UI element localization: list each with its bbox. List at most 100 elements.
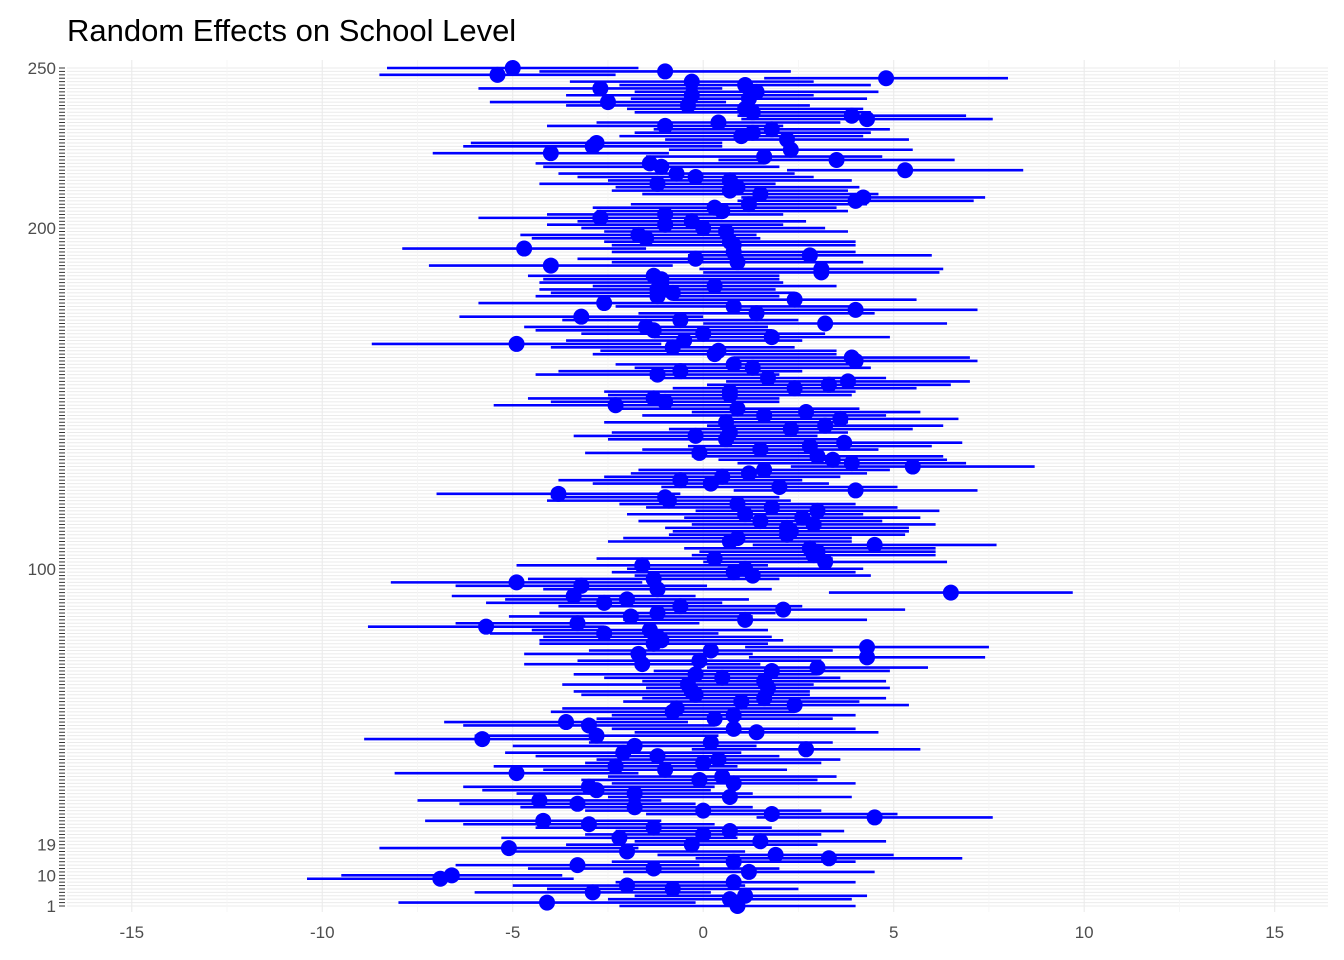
estimate-point bbox=[611, 829, 628, 846]
x-tick-label: -5 bbox=[505, 923, 520, 942]
estimate-point bbox=[619, 843, 636, 860]
estimate-point bbox=[645, 267, 662, 284]
estimate-point bbox=[809, 502, 826, 519]
estimate-point bbox=[695, 826, 712, 843]
estimate-point bbox=[687, 250, 704, 267]
x-tick-label: 15 bbox=[1265, 923, 1284, 942]
estimate-point bbox=[756, 148, 773, 165]
estimate-point bbox=[752, 441, 769, 458]
estimate-point bbox=[710, 114, 727, 131]
estimate-point bbox=[782, 421, 799, 438]
estimate-point bbox=[721, 823, 738, 840]
y-tick-label: 10 bbox=[37, 866, 56, 885]
estimate-point bbox=[744, 359, 761, 376]
estimate-point bbox=[752, 186, 769, 203]
estimate-point bbox=[786, 291, 803, 308]
estimate-point bbox=[474, 731, 491, 748]
estimate-point bbox=[558, 714, 575, 731]
estimate-point bbox=[649, 366, 666, 383]
estimate-point bbox=[504, 60, 521, 76]
estimate-point bbox=[645, 390, 662, 407]
estimate-point bbox=[740, 863, 757, 880]
estimate-point bbox=[706, 278, 723, 295]
estimate-point bbox=[843, 455, 860, 472]
estimate-point bbox=[942, 584, 959, 601]
estimate-point bbox=[645, 819, 662, 836]
estimate-point bbox=[824, 451, 841, 468]
estimate-point bbox=[535, 812, 552, 829]
estimate-point bbox=[737, 611, 754, 628]
estimate-point bbox=[599, 94, 616, 111]
estimate-point bbox=[801, 247, 818, 264]
estimate-point bbox=[817, 315, 834, 332]
estimate-point bbox=[641, 622, 658, 639]
estimate-point bbox=[718, 223, 735, 240]
estimate-point bbox=[817, 417, 834, 434]
estimate-point bbox=[672, 598, 689, 615]
estimate-point bbox=[630, 645, 647, 662]
x-tick-label: -15 bbox=[119, 923, 144, 942]
estimate-point bbox=[657, 489, 674, 506]
estimate-point bbox=[752, 833, 769, 850]
estimate-point bbox=[592, 80, 609, 97]
estimate-point bbox=[550, 485, 567, 502]
estimate-point bbox=[725, 707, 742, 724]
estimate-point bbox=[516, 240, 533, 257]
estimate-point bbox=[721, 788, 738, 805]
estimate-point bbox=[725, 298, 742, 315]
estimate-point bbox=[691, 652, 708, 669]
estimate-point bbox=[721, 172, 738, 189]
estimate-point bbox=[668, 165, 685, 182]
estimate-point bbox=[771, 479, 788, 495]
estimate-point bbox=[592, 209, 609, 226]
estimate-point bbox=[489, 66, 506, 83]
estimate-point bbox=[695, 802, 712, 819]
y-tick-label: 1 bbox=[47, 897, 56, 916]
estimate-point bbox=[721, 383, 738, 400]
estimate-point bbox=[779, 519, 796, 536]
estimate-point bbox=[706, 199, 723, 216]
estimate-point bbox=[714, 768, 731, 785]
estimate-point bbox=[626, 799, 643, 816]
estimate-point bbox=[756, 461, 773, 478]
estimate-point bbox=[584, 884, 601, 901]
estimate-point bbox=[687, 169, 704, 186]
estimate-point bbox=[878, 70, 895, 87]
estimate-point bbox=[691, 771, 708, 788]
estimate-point bbox=[588, 134, 605, 151]
estimate-point bbox=[687, 666, 704, 683]
estimate-point bbox=[756, 407, 773, 424]
estimate-point bbox=[702, 734, 719, 751]
estimate-point bbox=[569, 857, 586, 874]
estimate-point bbox=[664, 880, 681, 897]
estimate-point bbox=[820, 376, 837, 393]
estimate-point bbox=[687, 427, 704, 444]
estimate-point bbox=[683, 213, 700, 230]
estimate-point bbox=[569, 615, 586, 632]
estimate-point bbox=[691, 444, 708, 461]
estimate-point bbox=[714, 468, 731, 485]
estimate-point bbox=[729, 530, 746, 547]
x-tick-label: 10 bbox=[1075, 923, 1094, 942]
estimate-point bbox=[737, 887, 754, 904]
estimate-point bbox=[630, 226, 647, 243]
estimate-point bbox=[649, 175, 666, 192]
estimate-point bbox=[828, 151, 845, 168]
estimate-point bbox=[763, 806, 780, 823]
estimate-point bbox=[744, 124, 761, 141]
estimate-point bbox=[839, 373, 856, 390]
estimate-point bbox=[607, 758, 624, 775]
estimate-point bbox=[657, 761, 674, 778]
x-tick-label: 0 bbox=[698, 923, 707, 942]
estimate-point bbox=[748, 305, 765, 322]
estimate-point bbox=[847, 482, 864, 499]
estimate-point bbox=[580, 816, 597, 833]
estimate-point bbox=[843, 349, 860, 366]
x-tick-label: 5 bbox=[889, 923, 898, 942]
estimate-point bbox=[859, 639, 876, 656]
y-axis-tick-labels: 1 10 19 100 200 250 bbox=[28, 59, 56, 916]
estimate-point bbox=[759, 369, 776, 386]
estimate-point bbox=[775, 601, 792, 618]
estimate-point bbox=[672, 312, 689, 329]
estimate-point bbox=[798, 741, 815, 758]
